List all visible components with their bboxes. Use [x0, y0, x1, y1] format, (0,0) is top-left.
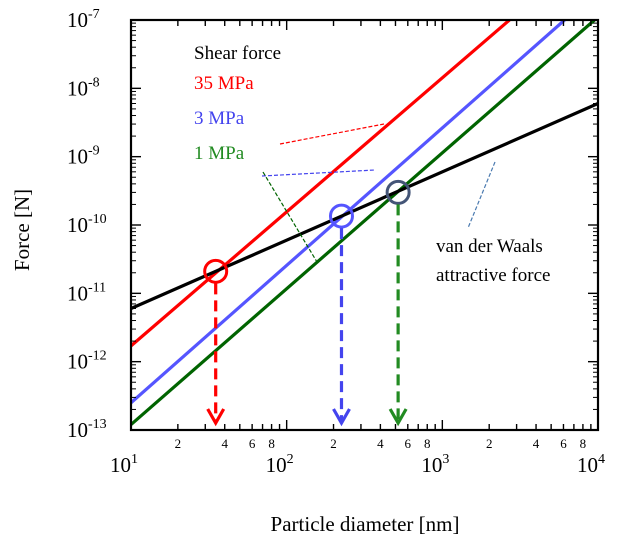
x-minor-label-1: 4 [221, 436, 228, 451]
x-minor-label-9: 4 [533, 436, 540, 451]
x-minor-label-8: 2 [486, 436, 493, 451]
x-minor-label-7: 8 [424, 436, 431, 451]
series-line-0 [131, 20, 511, 348]
intersection-marker-1 [328, 203, 354, 229]
drop-arrow-head-1 [332, 408, 351, 427]
x-minor-label-11: 8 [580, 436, 587, 451]
y-tick-label-3: 10-10 [67, 212, 107, 237]
intersection-markers [203, 179, 411, 284]
leader-lines [261, 123, 496, 263]
y-tick-label-2: 10-11 [67, 280, 106, 305]
vdw-label-line2: attractive force [436, 265, 550, 286]
x-minor-label-10: 6 [560, 436, 567, 451]
series-line-1 [131, 20, 566, 404]
x-minor-label-2: 6 [249, 436, 256, 451]
intersection-marker-2 [385, 179, 411, 205]
drop-arrow-head-2 [388, 408, 408, 427]
series-line-3 [131, 102, 598, 310]
x-minor-label-0: 2 [175, 436, 182, 451]
label-3mpa: 3 MPa [194, 108, 245, 129]
leader-vdw [467, 161, 496, 229]
label-1mpa: 1 MPa [194, 143, 245, 164]
drop-arrow-head-0 [206, 408, 226, 427]
label-35mpa: 35 MPa [194, 73, 254, 94]
series-layer [131, 20, 598, 426]
x-minor-label-4: 2 [330, 436, 337, 451]
intersection-marker-0 [203, 258, 229, 284]
leader-3mpa [261, 169, 376, 177]
y-tick-label-1: 10-12 [67, 349, 107, 374]
vdw-label-line1: van der Waals [436, 236, 543, 257]
x-minor-label-3: 8 [268, 436, 275, 451]
leader-1mpa [262, 171, 318, 263]
x-minor-label-5: 4 [377, 436, 384, 451]
annotations: Shear force 35 MPa 3 MPa 1 MPa van der W… [194, 43, 550, 286]
drop-arrows [206, 204, 408, 427]
x-tick-label-0: 101 [110, 452, 138, 477]
shear-force-heading: Shear force [194, 43, 281, 64]
y-tick-label-0: 10-13 [67, 417, 107, 442]
x-axis-title: Particle diameter [nm] [271, 512, 460, 536]
x-minor-label-6: 6 [405, 436, 412, 451]
x-tick-label-3: 104 [577, 452, 605, 477]
x-tick-label-1: 102 [266, 452, 294, 477]
y-tick-label-5: 10-8 [67, 75, 100, 100]
y-tick-label-6: 10-7 [67, 7, 100, 32]
y-axis-title: Force [N] [10, 189, 34, 271]
series-line-2 [131, 20, 596, 426]
x-tick-label-2: 103 [421, 452, 449, 477]
y-tick-label-4: 10-9 [67, 144, 100, 169]
